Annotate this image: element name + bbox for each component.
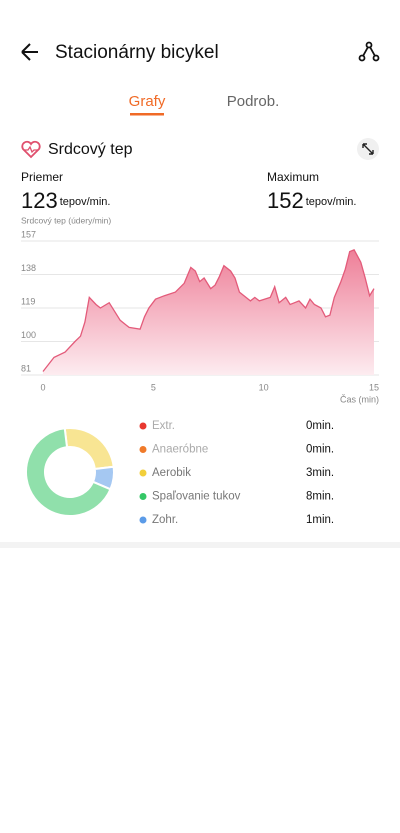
area-line	[42, 248, 375, 372]
legend-value: 3min.	[306, 467, 334, 479]
legend-label: Zohr.	[152, 514, 178, 526]
y-tick-label: 138	[21, 263, 36, 273]
x-tick-label: 0	[40, 382, 45, 392]
x-tick-label: 10	[259, 382, 269, 392]
page-title: Stacionárny bicykel	[55, 42, 219, 63]
y-tick-label: 81	[21, 363, 31, 373]
stat-value: 123 tepov/min.	[21, 188, 110, 213]
tab[interactable]: Podrob.	[227, 93, 280, 110]
legend-label: Anaeróbne	[152, 444, 208, 456]
route-button[interactable]	[358, 41, 380, 62]
legend-value: 0min.	[306, 444, 334, 456]
pulse-icon	[24, 145, 38, 154]
back-button[interactable]	[21, 43, 38, 61]
y-tick-label: 119	[21, 296, 35, 306]
tab-active[interactable]: Grafy	[129, 93, 166, 110]
expand-button[interactable]	[357, 138, 379, 160]
legend-value: 0min.	[306, 420, 334, 432]
legend-dot	[139, 493, 147, 500]
legend-dot	[139, 422, 147, 430]
stat-number: 123	[21, 188, 58, 213]
stat-label: Maximum	[267, 170, 319, 184]
legend-label: Extr.	[152, 420, 175, 432]
stat-unit: tepov/min.	[306, 196, 357, 208]
section-title: Srdcový tep	[48, 141, 133, 158]
legend-dot	[139, 516, 147, 524]
heart-icon	[21, 140, 41, 159]
legend-dot	[139, 446, 147, 453]
area-fill	[43, 249, 374, 375]
donut-slice	[25, 427, 112, 517]
legend-value: 8min.	[306, 491, 334, 503]
x-tick-label: 5	[151, 382, 156, 392]
tab-underline	[130, 113, 164, 116]
separator	[0, 542, 400, 548]
legend-value: 1min.	[306, 514, 334, 526]
legend-dot	[139, 469, 147, 477]
stat-unit: tepov/min.	[60, 196, 111, 208]
x-tick-label: 15	[369, 382, 379, 392]
y-tick-label: 100	[21, 330, 36, 340]
stat-number: 152	[267, 188, 304, 213]
y-tick-label: 157	[21, 229, 36, 239]
stat-value: 152 tepov/min.	[267, 188, 356, 213]
y-axis-label: Srdcový tep (údery/min)	[21, 215, 111, 225]
donut-slice	[63, 427, 115, 471]
x-axis-label: Čas (min)	[340, 394, 379, 404]
legend-label: Spaľovanie tukov	[152, 491, 241, 503]
stat-label: Priemer	[21, 170, 63, 184]
legend-label: Aerobik	[152, 467, 191, 479]
